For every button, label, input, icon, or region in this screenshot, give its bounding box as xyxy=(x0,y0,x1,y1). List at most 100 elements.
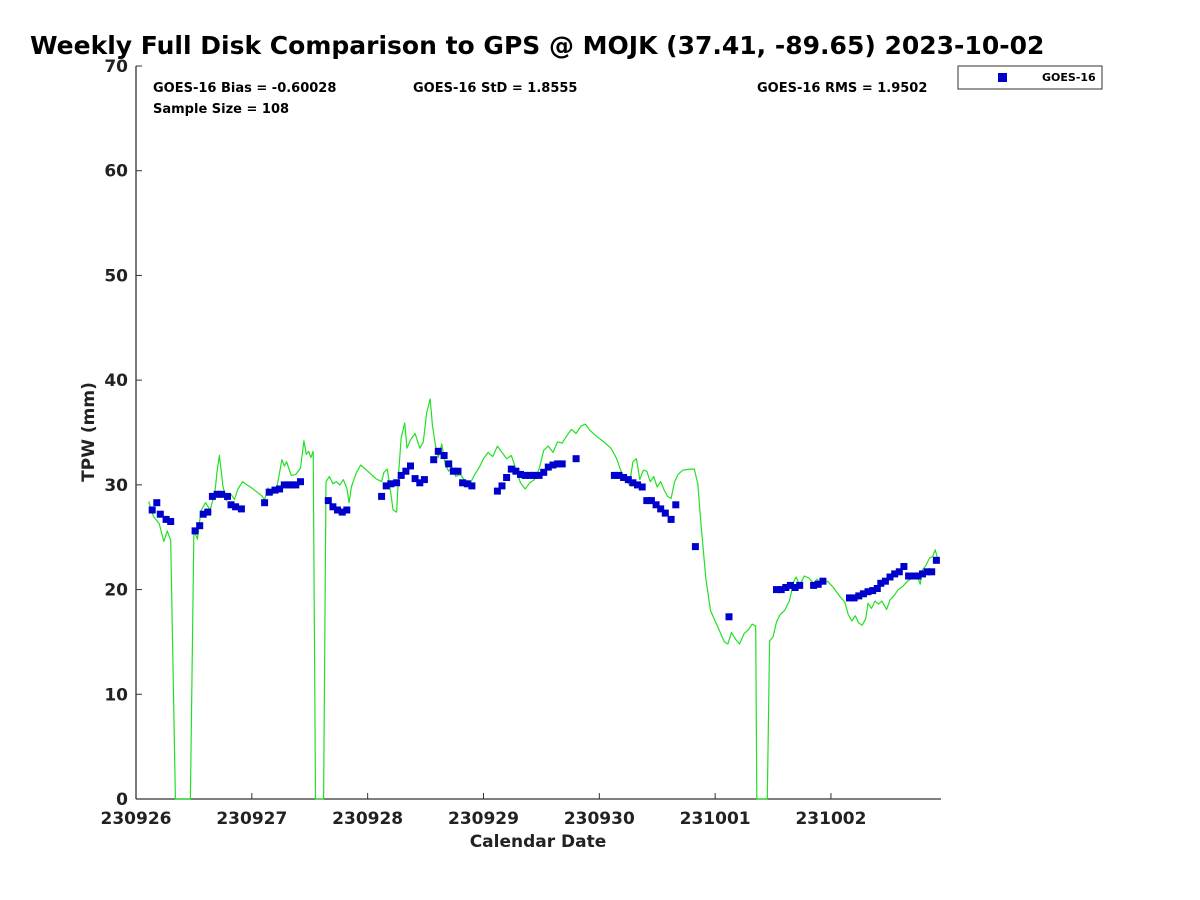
goes16-point xyxy=(224,492,231,500)
goes16-point xyxy=(382,482,390,490)
goes16-point xyxy=(850,594,858,602)
goes16-point xyxy=(629,479,637,487)
goes16-point xyxy=(873,585,881,592)
goes16-point xyxy=(297,478,304,486)
goes16-point xyxy=(932,556,940,564)
goes16-point xyxy=(493,487,501,495)
x-axis-ticks: 230926 230927 230928 230929 230930 231001 2310… xyxy=(101,793,866,829)
goes16-point xyxy=(521,471,529,479)
goes16-point xyxy=(261,499,269,507)
goes16-point xyxy=(877,579,885,587)
goes16-point xyxy=(517,470,524,478)
y-tick-label: 70 xyxy=(104,57,128,77)
goes16-point xyxy=(148,506,156,514)
goes16-point xyxy=(237,505,245,513)
goes16-point xyxy=(393,479,401,487)
plot-area: 0 10 20 30 40 50 60 70 230926 230927 230928 230929… xyxy=(101,57,941,829)
goes16-point xyxy=(549,461,557,469)
goes16-point xyxy=(526,471,534,479)
goes16-point xyxy=(512,467,520,475)
goes16-point xyxy=(218,490,226,498)
goes16-point xyxy=(652,501,660,509)
goes16-point xyxy=(387,480,395,488)
goes16-point xyxy=(544,463,552,471)
x-tick-label: 231001 xyxy=(680,809,751,829)
goes16-point xyxy=(454,467,462,475)
goes16-point xyxy=(672,501,680,509)
goes16-point xyxy=(324,497,332,505)
y-axis-ticks: 0 10 20 30 40 50 60 70 xyxy=(104,57,142,810)
goes16-point xyxy=(397,471,405,479)
goes16-point xyxy=(199,510,207,518)
y-tick-label: 50 xyxy=(104,266,128,286)
goes16-point xyxy=(416,479,424,487)
x-tick-label: 230926 xyxy=(101,809,172,829)
goes16-point xyxy=(334,506,341,514)
goes16-point xyxy=(227,501,235,509)
y-axis-label: TPW (mm) xyxy=(79,382,99,482)
gps-tpw-line xyxy=(148,398,940,800)
goes16-point xyxy=(292,481,300,489)
goes16-point xyxy=(407,462,414,470)
goes16-point xyxy=(846,594,853,602)
legend-label-goes16: GOES-16 xyxy=(1042,71,1096,84)
goes16-point xyxy=(725,613,733,621)
goes16-point xyxy=(343,506,351,514)
goes16-point xyxy=(634,481,641,489)
goes16-point xyxy=(782,584,790,591)
goes16-point xyxy=(459,479,467,487)
goes16-point xyxy=(449,467,457,475)
legend-box xyxy=(957,65,1103,90)
goes16-point xyxy=(572,455,580,463)
goes16-point xyxy=(271,486,279,494)
goes16-point xyxy=(280,481,288,489)
goes16-point xyxy=(338,508,346,516)
goes16-point xyxy=(819,577,827,585)
goes16-point xyxy=(440,452,448,459)
goes16-point xyxy=(773,586,780,594)
goes16-point xyxy=(900,563,908,570)
goes16-point xyxy=(895,568,903,576)
std-stat: GOES-16 StD = 1.8555 xyxy=(413,81,577,96)
goes16-point xyxy=(232,503,240,511)
goes16-point xyxy=(905,572,913,580)
x-axis-label: Calendar Date xyxy=(470,832,607,852)
goes16-point xyxy=(909,572,917,580)
sample-size-stat: Sample Size = 108 xyxy=(153,102,289,117)
y-tick-label: 60 xyxy=(104,162,128,182)
goes16-point xyxy=(558,460,566,468)
x-tick-label: 230927 xyxy=(216,809,287,829)
goes16-point xyxy=(643,497,651,505)
y-tick-label: 20 xyxy=(104,581,128,601)
goes16-point xyxy=(610,471,618,479)
goes16-point xyxy=(213,490,221,498)
x-tick-label: 230929 xyxy=(448,809,519,829)
goes16-point xyxy=(420,476,428,484)
goes16-point xyxy=(914,572,922,580)
legend: GOES-16 xyxy=(957,65,1103,90)
goes16-point xyxy=(667,515,675,523)
goes16-point xyxy=(153,499,161,507)
goes16-point xyxy=(796,581,804,589)
goes16-point xyxy=(554,460,562,468)
goes16-point xyxy=(378,492,386,500)
goes16-point xyxy=(430,456,438,464)
goes16-point xyxy=(156,510,164,518)
goes16-point xyxy=(265,488,273,496)
goes16-point xyxy=(276,485,284,493)
goes16-point xyxy=(503,474,511,481)
goes16-point xyxy=(657,505,665,513)
goes16-point xyxy=(162,515,170,523)
goes16-point xyxy=(507,465,515,473)
goes16-point xyxy=(402,467,410,475)
goes16-point xyxy=(786,581,794,589)
bias-stat: GOES-16 Bias = -0.60028 xyxy=(153,81,336,96)
goes16-point xyxy=(864,588,872,596)
x-tick-label: 230928 xyxy=(332,809,403,829)
goes16-point xyxy=(167,518,175,525)
goes16-point xyxy=(196,522,204,530)
goes16-point xyxy=(638,483,646,491)
goes16-point xyxy=(615,471,623,479)
goes16-point xyxy=(191,527,199,535)
